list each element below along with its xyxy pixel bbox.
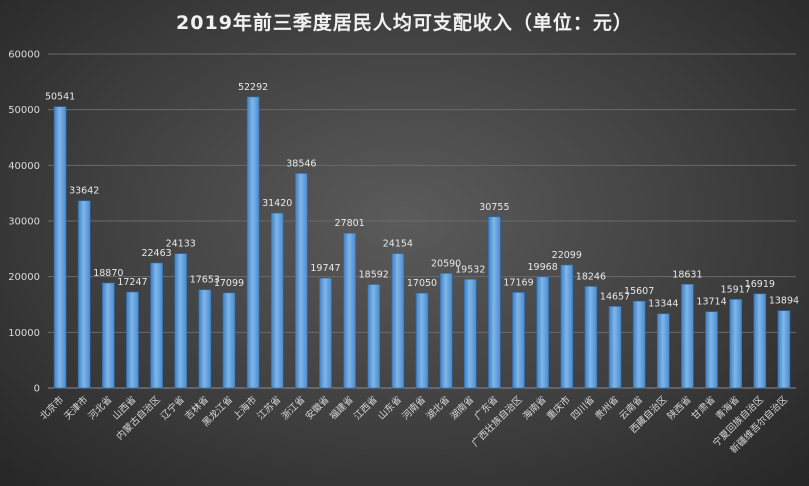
data-label: 19968: [528, 262, 558, 273]
bar: [536, 276, 549, 389]
data-label: 18592: [359, 270, 389, 281]
bar: [126, 291, 139, 389]
data-label: 20590: [431, 258, 461, 269]
bar: [584, 286, 598, 389]
x-tick-label: 重庆市: [544, 393, 573, 422]
x-tick-label: 辽宁省: [158, 394, 187, 423]
data-label: 27801: [334, 218, 364, 229]
data-label: 19532: [455, 264, 485, 275]
data-label: 15607: [624, 286, 654, 297]
bar: [77, 200, 91, 389]
data-label: 19747: [310, 263, 340, 274]
y-tick-label: 0: [34, 384, 40, 395]
bar: [391, 253, 405, 389]
x-tick-label: 湖南省: [448, 394, 477, 423]
bar: [367, 284, 381, 389]
data-label: 38546: [286, 158, 316, 169]
x-tick-label: 河南省: [399, 394, 428, 423]
bar: [101, 282, 115, 389]
x-tick-label: 湖北省: [424, 394, 453, 423]
bar: [560, 264, 574, 389]
x-tick-label: 四川省: [568, 394, 597, 423]
bar: [415, 292, 429, 389]
data-label: 13894: [769, 296, 799, 307]
data-label: 30755: [479, 202, 509, 213]
data-label: 31420: [262, 198, 292, 209]
data-label: 22099: [552, 250, 582, 261]
bar: [463, 278, 477, 389]
data-label: 50541: [45, 92, 75, 103]
bar: [343, 232, 356, 389]
bar: [512, 292, 525, 389]
data-label: 17169: [503, 277, 533, 288]
x-tick-label: 贵州省: [593, 394, 622, 423]
data-label: 17653: [190, 275, 220, 286]
x-tick-label: 海南省: [520, 394, 549, 423]
bar: [632, 300, 646, 389]
bar: [295, 173, 308, 389]
x-tick-label: 天津市: [62, 393, 91, 422]
x-tick-label: 福建省: [327, 394, 356, 423]
data-label: 17247: [117, 277, 147, 288]
y-tick-label: 60000: [8, 50, 40, 61]
x-tick-label: 江苏省: [255, 394, 284, 423]
bars: [53, 96, 791, 389]
x-tick-label: 江西省: [351, 394, 380, 423]
bar: [705, 311, 718, 389]
data-label: 18631: [672, 269, 702, 280]
bar: [319, 277, 332, 389]
bar: [488, 216, 501, 389]
bar: [174, 253, 188, 389]
y-axis: 0 10000 20000 30000 40000 50000 60000: [8, 50, 40, 395]
data-label: 17050: [407, 278, 437, 289]
bar: [439, 273, 453, 389]
data-label: 52292: [238, 82, 268, 93]
y-tick-label: 40000: [8, 161, 40, 172]
data-label: 22463: [141, 248, 171, 259]
bar: [150, 262, 163, 389]
x-axis: 北京市天津市河北省山西省内蒙古自治区辽宁省吉林省黑龙江省上海市江苏省浙江省安徽省…: [38, 393, 791, 456]
data-label: 15917: [721, 284, 751, 295]
y-tick-label: 50000: [8, 105, 40, 116]
data-label: 14657: [600, 291, 630, 302]
data-label: 13344: [648, 299, 678, 310]
data-label: 18870: [93, 268, 123, 279]
data-label: 13714: [696, 297, 726, 308]
y-tick-label: 30000: [8, 217, 40, 228]
bar: [608, 306, 622, 389]
bar: [753, 293, 767, 389]
x-tick-label: 上海市: [231, 393, 260, 422]
data-label: 17099: [214, 278, 244, 289]
data-label: 24154: [383, 239, 413, 250]
data-label: 24133: [166, 239, 196, 250]
bar: [222, 292, 236, 389]
x-tick-label: 甘肃省: [689, 394, 718, 423]
x-tick-label: 浙江省: [279, 394, 308, 423]
data-label: 16919: [745, 279, 775, 290]
y-tick-label: 10000: [8, 328, 40, 339]
bar: [270, 212, 284, 389]
bar: [53, 106, 67, 389]
x-tick-label: 河北省: [86, 394, 115, 423]
x-tick-label: 陕西省: [665, 394, 694, 423]
bar: [777, 310, 791, 389]
chart-title: 2019年前三季度居民人均可支配收入（单位：元）: [176, 12, 633, 34]
x-tick-label: 山东省: [375, 394, 404, 423]
x-tick-label: 安徽省: [303, 394, 332, 423]
data-label: 33642: [69, 186, 99, 197]
bar: [729, 299, 743, 389]
bar: [681, 283, 694, 389]
bar: [198, 289, 212, 389]
y-tick-label: 20000: [8, 272, 40, 283]
bar: [246, 96, 260, 389]
data-label: 18246: [576, 271, 606, 282]
bar: [656, 313, 670, 389]
x-tick-label: 北京市: [38, 393, 67, 422]
